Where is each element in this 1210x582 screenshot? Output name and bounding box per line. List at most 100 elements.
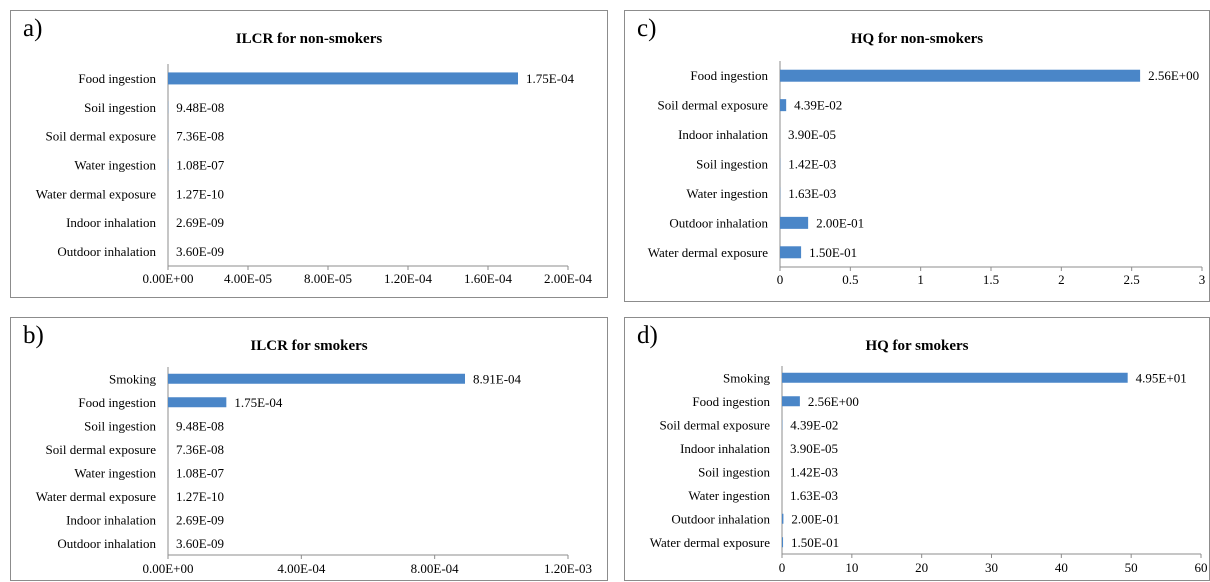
data-label-food-ingestion: 2.56E+00 bbox=[1148, 68, 1199, 83]
category-label-water-dermal-exposure: Water dermal exposure bbox=[36, 489, 156, 504]
data-label-indoor-inhalation: 3.90E-05 bbox=[790, 441, 838, 456]
category-label-food-ingestion: Food ingestion bbox=[78, 71, 156, 86]
data-label-soil-dermal-exposure: 4.39E-02 bbox=[790, 417, 838, 432]
x-tick-label: 2.5 bbox=[1124, 272, 1140, 287]
bar-outdoor-inhalation bbox=[782, 514, 783, 524]
data-label-soil-ingestion: 9.48E-08 bbox=[176, 418, 224, 433]
bar-food-ingestion bbox=[168, 397, 226, 407]
category-label-food-ingestion: Food ingestion bbox=[692, 394, 770, 409]
category-label-soil-ingestion: Soil ingestion bbox=[698, 464, 770, 479]
category-label-soil-ingestion: Soil ingestion bbox=[84, 100, 156, 115]
data-label-soil-ingestion: 1.42E-03 bbox=[788, 157, 836, 172]
category-label-soil-dermal-exposure: Soil dermal exposure bbox=[658, 98, 769, 113]
data-label-indoor-inhalation: 2.69E-09 bbox=[176, 215, 224, 230]
bar-soil-dermal-exposure bbox=[780, 99, 786, 111]
x-tick-label: 8.00E-05 bbox=[304, 271, 352, 286]
category-label-smoking: Smoking bbox=[723, 370, 770, 385]
data-label-water-dermal-exposure: 1.27E-10 bbox=[176, 186, 224, 201]
category-label-smoking: Smoking bbox=[109, 371, 156, 386]
data-label-water-ingestion: 1.63E-03 bbox=[788, 186, 836, 201]
bar-smoking bbox=[782, 373, 1128, 383]
category-label-water-dermal-exposure: Water dermal exposure bbox=[650, 535, 770, 550]
category-label-indoor-inhalation: Indoor inhalation bbox=[66, 512, 156, 527]
category-label-outdoor-inhalation: Outdoor inhalation bbox=[671, 511, 770, 526]
data-label-outdoor-inhalation: 3.60E-09 bbox=[176, 244, 224, 259]
x-tick-label: 0.00E+00 bbox=[142, 561, 193, 576]
category-label-soil-ingestion: Soil ingestion bbox=[84, 418, 156, 433]
data-label-soil-dermal-exposure: 7.36E-08 bbox=[176, 442, 224, 457]
data-label-smoking: 8.91E-04 bbox=[473, 371, 522, 386]
category-label-water-ingestion: Water ingestion bbox=[686, 186, 768, 201]
category-label-water-ingestion: Water ingestion bbox=[688, 488, 770, 503]
category-label-outdoor-inhalation: Outdoor inhalation bbox=[57, 536, 156, 551]
bar-smoking bbox=[168, 374, 465, 384]
bar-water-dermal-exposure bbox=[782, 537, 783, 547]
x-tick-label: 1.60E-04 bbox=[464, 271, 513, 286]
data-label-soil-dermal-exposure: 4.39E-02 bbox=[794, 98, 842, 113]
data-label-soil-ingestion: 1.42E-03 bbox=[790, 464, 838, 479]
x-tick-label: 4.00E-04 bbox=[277, 561, 326, 576]
x-tick-label: 1.5 bbox=[983, 272, 999, 287]
x-tick-label: 3 bbox=[1199, 272, 1206, 287]
x-tick-label: 60 bbox=[1195, 560, 1208, 575]
x-tick-label: 0 bbox=[777, 272, 784, 287]
category-label-outdoor-inhalation: Outdoor inhalation bbox=[669, 215, 768, 230]
data-label-outdoor-inhalation: 2.00E-01 bbox=[816, 215, 864, 230]
category-label-soil-ingestion: Soil ingestion bbox=[696, 157, 768, 172]
category-label-soil-dermal-exposure: Soil dermal exposure bbox=[660, 417, 771, 432]
data-label-outdoor-inhalation: 2.00E-01 bbox=[791, 511, 839, 526]
x-tick-label: 40 bbox=[1055, 560, 1068, 575]
x-tick-label: 30 bbox=[985, 560, 998, 575]
category-label-food-ingestion: Food ingestion bbox=[78, 395, 156, 410]
bar-outdoor-inhalation bbox=[780, 217, 808, 229]
category-label-indoor-inhalation: Indoor inhalation bbox=[678, 127, 768, 142]
x-tick-label: 10 bbox=[845, 560, 858, 575]
data-label-water-ingestion: 1.08E-07 bbox=[176, 465, 225, 480]
data-label-soil-ingestion: 9.48E-08 bbox=[176, 100, 224, 115]
data-label-water-ingestion: 1.08E-07 bbox=[176, 158, 225, 173]
category-label-indoor-inhalation: Indoor inhalation bbox=[680, 441, 770, 456]
x-tick-label: 0.00E+00 bbox=[142, 271, 193, 286]
bar-food-ingestion bbox=[168, 72, 518, 84]
data-label-smoking: 4.95E+01 bbox=[1136, 370, 1187, 385]
x-tick-label: 8.00E-04 bbox=[411, 561, 460, 576]
category-label-soil-dermal-exposure: Soil dermal exposure bbox=[46, 442, 157, 457]
data-label-food-ingestion: 1.75E-04 bbox=[234, 395, 283, 410]
category-label-water-dermal-exposure: Water dermal exposure bbox=[36, 186, 156, 201]
bar-food-ingestion bbox=[780, 70, 1140, 82]
x-tick-label: 1.20E-03 bbox=[544, 561, 592, 576]
category-label-water-ingestion: Water ingestion bbox=[74, 465, 156, 480]
x-tick-label: 2.00E-04 bbox=[544, 271, 593, 286]
category-label-indoor-inhalation: Indoor inhalation bbox=[66, 215, 156, 230]
category-label-food-ingestion: Food ingestion bbox=[690, 68, 768, 83]
bar-food-ingestion bbox=[782, 396, 800, 406]
data-label-soil-dermal-exposure: 7.36E-08 bbox=[176, 129, 224, 144]
data-label-indoor-inhalation: 3.90E-05 bbox=[788, 127, 836, 142]
data-label-water-dermal-exposure: 1.50E-01 bbox=[809, 245, 857, 260]
data-label-food-ingestion: 1.75E-04 bbox=[526, 71, 575, 86]
x-tick-label: 20 bbox=[915, 560, 928, 575]
category-label-outdoor-inhalation: Outdoor inhalation bbox=[57, 244, 156, 259]
data-label-indoor-inhalation: 2.69E-09 bbox=[176, 512, 224, 527]
bar-water-dermal-exposure bbox=[780, 246, 801, 258]
plot-area-a: 0.00E+00 4.00E-05 8.00E-05 1.20E-04 1.60E-04… bbox=[11, 11, 609, 299]
data-label-food-ingestion: 2.56E+00 bbox=[808, 394, 859, 409]
x-tick-label: 1 bbox=[917, 272, 924, 287]
category-label-water-ingestion: Water ingestion bbox=[74, 158, 156, 173]
data-label-outdoor-inhalation: 3.60E-09 bbox=[176, 536, 224, 551]
x-tick-label: 0.5 bbox=[842, 272, 858, 287]
category-label-soil-dermal-exposure: Soil dermal exposure bbox=[46, 129, 157, 144]
data-label-water-ingestion: 1.63E-03 bbox=[790, 488, 838, 503]
data-label-water-dermal-exposure: 1.27E-10 bbox=[176, 489, 224, 504]
x-tick-label: 50 bbox=[1125, 560, 1138, 575]
x-tick-label: 1.20E-04 bbox=[384, 271, 433, 286]
plot-area-b: 0.00E+00 4.00E-04 8.00E-04 1.20E-03 Smoking 8… bbox=[11, 318, 609, 582]
x-tick-label: 4.00E-05 bbox=[224, 271, 272, 286]
data-label-water-dermal-exposure: 1.50E-01 bbox=[791, 535, 839, 550]
x-tick-label: 0 bbox=[779, 560, 786, 575]
